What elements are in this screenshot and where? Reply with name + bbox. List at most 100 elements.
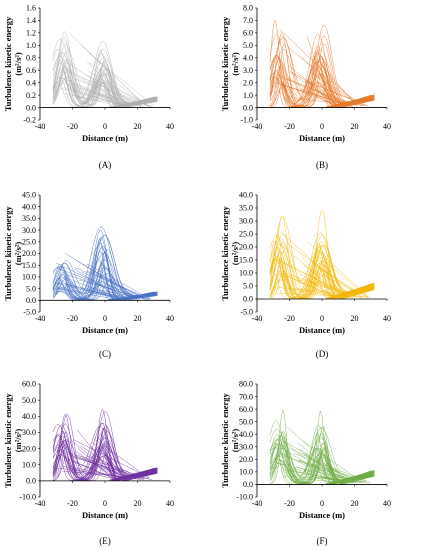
x-axis-title: Distance (m)	[299, 325, 345, 335]
y-tick-label: 20.0	[22, 249, 36, 258]
y-tick-label: 5.0	[243, 41, 253, 50]
y-axis-units: (m²/s²)	[13, 242, 23, 266]
x-tick-label: -20	[284, 499, 295, 508]
y-tick-label: -10.0	[236, 493, 253, 502]
y-tick-label: 1.6	[26, 4, 36, 13]
y-tick-label: 0.6	[26, 66, 36, 75]
chart-panel-d: -5.0 0.0 5.0 10.0 15.0 20.0 25.0 30.0 35.0 40.0 -4…	[220, 191, 391, 359]
y-tick-label: 35.0	[239, 204, 253, 213]
y-tick-label: 40.0	[239, 430, 253, 439]
x-tick-label: 0	[320, 314, 324, 323]
y-tick-label: 30.0	[239, 442, 253, 451]
x-tick-label: -20	[67, 122, 78, 131]
y-tick-label: 0.0	[26, 296, 36, 305]
tke-curve-line	[56, 287, 116, 300]
tke-tail-line	[109, 467, 157, 481]
y-tick-label: 0.8	[26, 53, 36, 62]
y-tick-label: 45.0	[22, 191, 36, 200]
x-tick-label: 40	[166, 499, 174, 508]
x-tick-label: -40	[252, 122, 263, 131]
tke-curves	[52, 31, 158, 109]
tke-curve-line	[85, 276, 144, 300]
x-tick-label: -20	[284, 122, 295, 131]
tke-curve-line	[64, 93, 115, 106]
tke-curve-line	[74, 267, 151, 300]
x-axis-title: Distance (m)	[299, 133, 345, 143]
y-tick-label: -1.0	[240, 116, 253, 125]
tke-curve-line	[81, 271, 139, 299]
y-tick-label: 10.0	[22, 273, 36, 282]
y-tick-label: 1.0	[26, 41, 36, 50]
y-tick-label: 20.0	[239, 455, 253, 464]
tke-curves	[269, 19, 375, 109]
tke-curve-line	[97, 437, 126, 479]
x-tick-label: -40	[35, 499, 46, 508]
y-tick-label: 35.0	[22, 214, 36, 223]
x-tick-label: -20	[284, 314, 295, 323]
y-tick-label: 4.0	[243, 53, 253, 62]
tke-curve-line	[313, 55, 357, 107]
y-tick-label: 15.0	[239, 256, 253, 265]
y-axis-units: (m²/s²)	[13, 429, 23, 453]
tke-curve-line	[286, 467, 334, 484]
tke-tail-band	[121, 291, 158, 301]
x-tick-label: 0	[103, 122, 107, 131]
tke-curve-line	[86, 61, 134, 106]
tke-curve-line	[298, 448, 357, 483]
y-tick-label: 1.2	[26, 29, 36, 38]
tke-curve-line	[56, 267, 136, 299]
tke-tail-band	[338, 282, 375, 300]
y-tick-label: 0.0	[243, 103, 253, 112]
chart-panel-c: -5.0 0.0 5.0 10.0 15.0 20.0 25.0 30.0 35.0 40.0 45…	[3, 191, 174, 359]
x-tick-label: -40	[252, 499, 263, 508]
tke-curve-line	[88, 53, 154, 106]
tke-curve-line	[307, 242, 369, 297]
tke-curve-line	[68, 32, 146, 106]
tke-curve-line	[279, 28, 358, 105]
y-tick-label: 40.0	[239, 191, 253, 200]
y-tick-label: -0.2	[23, 116, 36, 125]
y-tick-label: 60.0	[22, 380, 36, 389]
y-axis-title: Turbulence kinetic energy	[220, 392, 230, 487]
y-tick-label: 50.0	[22, 396, 36, 405]
tke-curve-line	[83, 264, 146, 300]
tke-curve-line	[306, 36, 332, 105]
x-tick-label: 40	[383, 314, 391, 323]
y-axis-title: Turbulence kinetic energy	[220, 16, 230, 111]
tke-tail-band	[338, 469, 375, 485]
x-tick-label: 0	[320, 122, 324, 131]
y-tick-label: 30.0	[239, 217, 253, 226]
tke-curve-line	[66, 70, 151, 108]
tke-curve-line	[301, 256, 336, 299]
y-tick-label: 15.0	[22, 261, 36, 270]
tke-curve-line	[302, 440, 364, 483]
y-tick-label: -10.0	[19, 493, 36, 502]
y-tick-label: 30.0	[22, 428, 36, 437]
y-tick-label: 30.0	[22, 226, 36, 235]
x-tick-label: 0	[103, 314, 107, 323]
tke-curve-line	[277, 270, 356, 297]
tke-curve-line	[90, 445, 114, 478]
x-tick-label: 0	[103, 499, 107, 508]
chart-panel-e: -10.0 0.0 10.0 20.0 30.0 40.0 50.0 60.0 -40 -20 0 2…	[3, 380, 174, 546]
panel-caption: (A)	[99, 160, 112, 170]
y-tick-label: -5.0	[23, 308, 36, 317]
x-tick-label: 40	[166, 122, 174, 131]
y-tick-label: 3.0	[243, 66, 253, 75]
tke-tail-band	[121, 467, 158, 482]
tke-curves	[52, 226, 158, 301]
tke-curve-line	[75, 467, 128, 479]
chart-panel-f: -10.0 0.0 10.0 20.0 30.0 40.0 50.0 60.0 70.0 80.0…	[220, 380, 391, 546]
panel-caption: (D)	[316, 349, 329, 359]
tke-tail-band	[121, 96, 158, 109]
tke-curve-line	[90, 290, 125, 300]
tke-curve-line	[71, 460, 114, 479]
y-tick-label: 0.0	[243, 295, 253, 304]
x-axis-title: Distance (m)	[82, 510, 128, 520]
tke-curves	[52, 408, 158, 482]
tke-curve-line	[69, 86, 124, 107]
y-tick-label: 50.0	[239, 417, 253, 426]
y-tick-label: 20.0	[22, 444, 36, 453]
y-tick-label: 6.0	[243, 29, 253, 38]
